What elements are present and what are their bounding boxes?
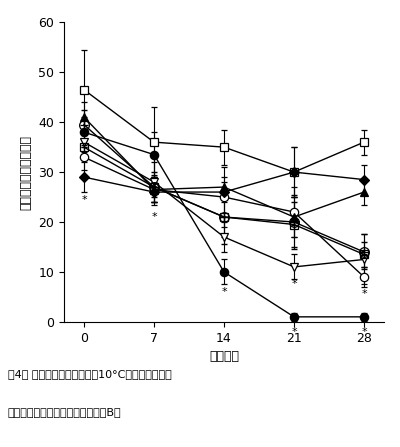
Text: 直進運動性に及ぼす影響（種雄豚B）: 直進運動性に及ぼす影響（種雄豚B） — [8, 407, 122, 417]
Text: *: * — [151, 212, 157, 222]
Y-axis label: 直進運動精子率（％）: 直進運動精子率（％） — [20, 135, 33, 210]
Text: *: * — [361, 289, 367, 299]
Text: *: * — [291, 279, 297, 289]
Text: *: * — [361, 327, 367, 337]
Text: *: * — [221, 287, 227, 297]
Text: 围4． 保存液中の精潏濃度が10°C保存後の精子の: 围4． 保存液中の精潏濃度が10°C保存後の精子の — [8, 369, 172, 379]
X-axis label: 保存日数: 保存日数 — [209, 350, 239, 363]
Text: *: * — [291, 327, 297, 337]
Text: *: * — [81, 194, 87, 205]
